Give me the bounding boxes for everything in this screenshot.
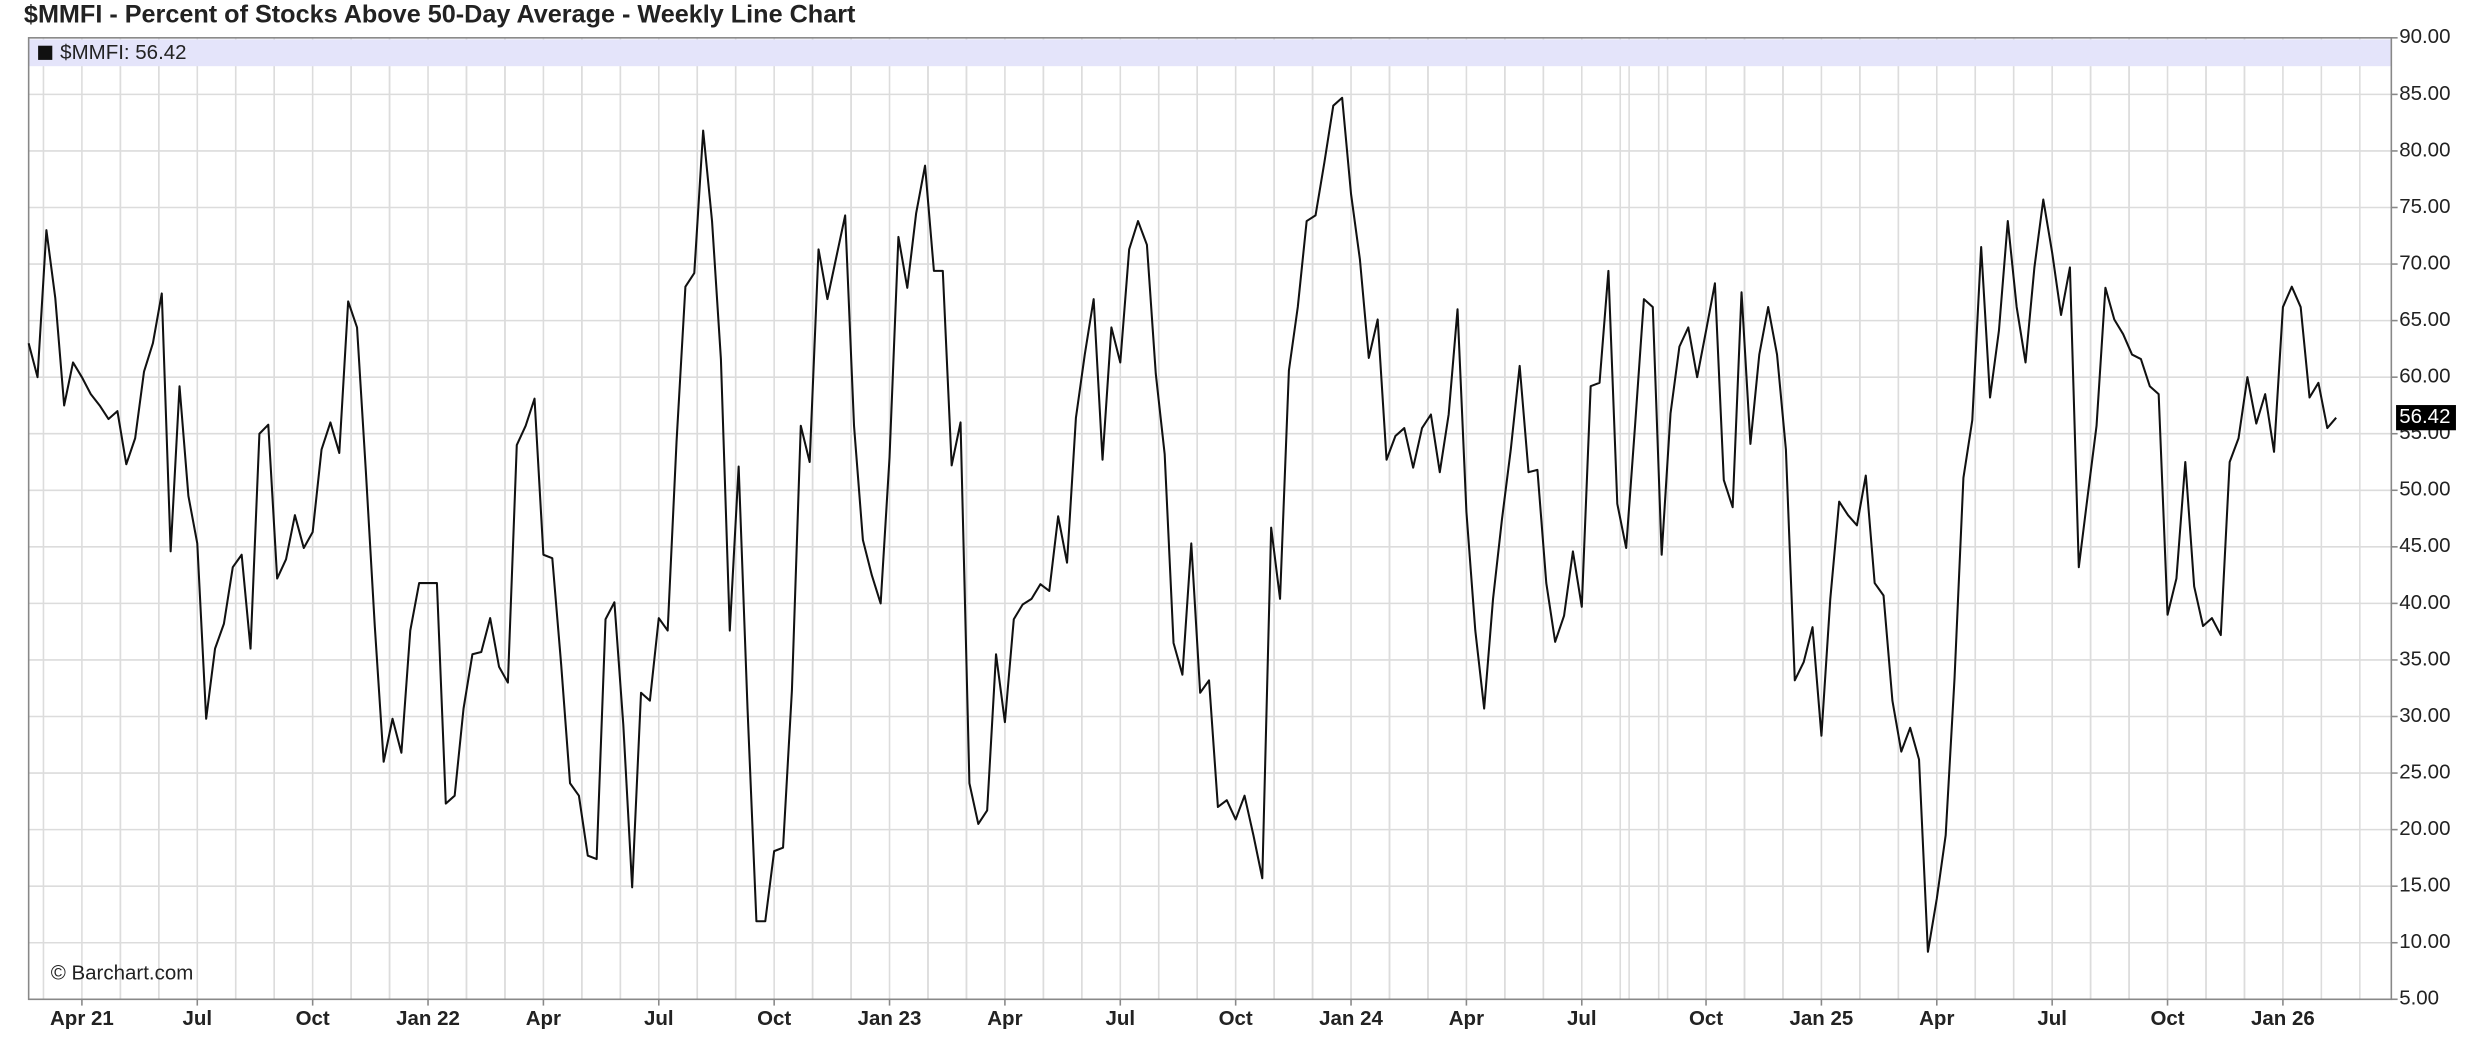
- x-tick-label: Apr: [526, 1007, 561, 1030]
- plot-frame: [27, 37, 2393, 1001]
- y-tick-label: 5.00: [2399, 987, 2439, 1010]
- x-tick-label: Oct: [757, 1007, 791, 1030]
- x-tick-label: Jul: [2037, 1007, 2067, 1030]
- y-tick-label: 20.00: [2399, 817, 2450, 840]
- x-tick-label: Oct: [1219, 1007, 1253, 1030]
- credit: © Barchart.com: [51, 961, 194, 984]
- series-line: [27, 96, 2337, 953]
- x-tick-label: Oct: [2150, 1007, 2184, 1030]
- x-tick-label: Jul: [182, 1007, 212, 1030]
- legend-swatch: [38, 45, 53, 60]
- y-tick-label: 50.00: [2399, 478, 2450, 501]
- y-tick-label: 90.00: [2399, 25, 2450, 48]
- legend-band: [28, 39, 2392, 67]
- y-tick-label: 80.00: [2399, 138, 2450, 161]
- y-tick-label: 25.00: [2399, 760, 2450, 783]
- legend-label: $MMFI: 56.42: [60, 41, 186, 64]
- x-tick-label: Apr: [1449, 1007, 1484, 1030]
- x-tick-label: Jan 25: [1790, 1007, 1854, 1030]
- x-tick-label: Oct: [296, 1007, 330, 1030]
- x-tick-label: Apr: [1919, 1007, 1954, 1030]
- x-tick-label: Jan 26: [2251, 1007, 2315, 1030]
- grid: [28, 37, 2392, 1001]
- y-tick-label: 75.00: [2399, 195, 2450, 218]
- last-value-label: 56.42: [2399, 405, 2450, 428]
- x-tick-label: Oct: [1689, 1007, 1723, 1030]
- y-tick-label: 85.00: [2399, 82, 2450, 105]
- x-tick-label: Jan 24: [1319, 1007, 1383, 1030]
- y-tick-label: 40.00: [2399, 591, 2450, 614]
- x-tick-label: Apr 21: [50, 1007, 114, 1030]
- chart-title: $MMFI - Percent of Stocks Above 50-Day A…: [24, 0, 856, 28]
- y-tick-label: 15.00: [2399, 874, 2450, 897]
- y-tick-label: 60.00: [2399, 365, 2450, 388]
- x-tick-label: Jan 23: [858, 1007, 922, 1030]
- x-tick-label: Jul: [1105, 1007, 1135, 1030]
- y-tick-label: 35.00: [2399, 647, 2450, 670]
- y-tick-label: 65.00: [2399, 308, 2450, 331]
- y-tick-label: 30.00: [2399, 704, 2450, 727]
- y-tick-label: 10.00: [2399, 930, 2450, 953]
- x-tick-label: Jul: [644, 1007, 674, 1030]
- last-value-tag: [2396, 405, 2456, 431]
- x-tick-label: Jul: [1567, 1007, 1597, 1030]
- x-tick-label: Jan 22: [396, 1007, 460, 1030]
- x-tick-label: Apr: [987, 1007, 1022, 1030]
- y-tick-label: 45.00: [2399, 534, 2450, 557]
- y-tick-label: 70.00: [2399, 251, 2450, 274]
